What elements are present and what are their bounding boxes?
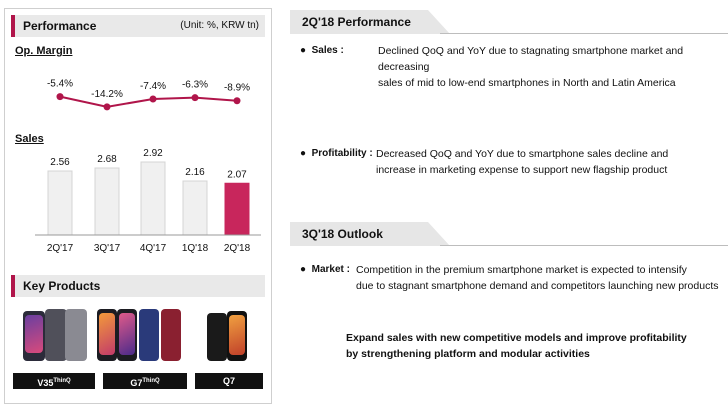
outlook-3q18-header: 3Q'18 Outlook bbox=[290, 222, 728, 246]
x-tick-label: 2Q'17 bbox=[47, 243, 74, 254]
op-margin-label: -8.9% bbox=[224, 83, 250, 94]
sales-value-label: 2.68 bbox=[97, 154, 117, 165]
v35-phones-image bbox=[21, 307, 89, 363]
charts-svg: -5.4% -14.2% -7.4% -6.3% -8.9% 2.56 2Q'17 2.68 3… bbox=[35, 79, 261, 254]
op-margin-label: -7.4% bbox=[140, 81, 166, 92]
performance-title: Performance bbox=[23, 19, 97, 33]
op-margin-label: -14.2% bbox=[91, 89, 123, 100]
op-margin-line bbox=[59, 95, 238, 108]
header-accent-bar bbox=[11, 275, 15, 297]
op-margin-label: Op. Margin bbox=[15, 45, 73, 57]
tab-underline bbox=[440, 33, 728, 34]
x-tick-label: 3Q'17 bbox=[94, 243, 121, 254]
sales-label: Sales bbox=[15, 133, 44, 145]
op-margin-label: -5.4% bbox=[47, 79, 73, 90]
outlook-3q18-title: 3Q'18 Outlook bbox=[302, 227, 383, 241]
product-label-g7: G7ThinQ bbox=[103, 373, 187, 389]
x-tick-label: 4Q'17 bbox=[140, 243, 167, 254]
profitability-text: Decreased QoQ and YoY due to smartphone … bbox=[376, 148, 669, 176]
product-label-q7: Q7 bbox=[195, 373, 263, 389]
sales-value-label: 2.92 bbox=[143, 148, 163, 159]
op-margin-point bbox=[233, 97, 241, 105]
performance-header: Performance (Unit: %, KRW tn) bbox=[11, 15, 265, 37]
unit-label: (Unit: %, KRW tn) bbox=[180, 20, 259, 31]
sales-bar bbox=[94, 167, 120, 236]
sales-bar bbox=[182, 180, 208, 236]
x-tick-label: 2Q'18 bbox=[224, 243, 251, 254]
product-label-v35: V35ThinQ bbox=[13, 373, 95, 389]
op-margin-point bbox=[56, 93, 64, 101]
key-products-title: Key Products bbox=[23, 279, 101, 293]
market-text: Competition in the premium smartphone ma… bbox=[356, 264, 719, 292]
tab-shape bbox=[290, 222, 450, 246]
profitability-bullet: ● Profitability : bbox=[300, 148, 373, 159]
tab-underline bbox=[440, 245, 728, 246]
op-margin-point bbox=[149, 95, 157, 103]
op-margin-point bbox=[103, 103, 111, 111]
key-products-header: Key Products bbox=[11, 275, 265, 297]
sales-bullet: ● Sales : bbox=[300, 45, 344, 56]
tab-shape bbox=[290, 10, 450, 34]
op-margin-label: -6.3% bbox=[182, 80, 208, 91]
sales-bar bbox=[140, 161, 166, 236]
sales-bar bbox=[47, 170, 73, 236]
performance-panel: Performance (Unit: %, KRW tn) Op. Margin… bbox=[4, 8, 272, 404]
sales-bar bbox=[224, 182, 250, 236]
x-tick-label: 1Q'18 bbox=[182, 243, 209, 254]
g7-phones-image bbox=[95, 307, 185, 363]
sales-value-label: 2.56 bbox=[50, 157, 70, 168]
sales-value-label: 2.07 bbox=[227, 169, 247, 180]
market-bullet: ● Market : bbox=[300, 264, 350, 275]
q7-phones-image bbox=[197, 307, 261, 363]
performance-2q18-header: 2Q'18 Performance bbox=[290, 10, 728, 34]
header-accent-bar bbox=[11, 15, 15, 37]
sales-text: Declined QoQ and YoY due to stagnating s… bbox=[378, 45, 684, 89]
performance-2q18-title: 2Q'18 Performance bbox=[302, 15, 411, 29]
op-margin-point bbox=[191, 94, 199, 102]
strategy-text: Expand sales with new competitive models… bbox=[346, 332, 687, 360]
sales-value-label: 2.16 bbox=[185, 167, 205, 178]
